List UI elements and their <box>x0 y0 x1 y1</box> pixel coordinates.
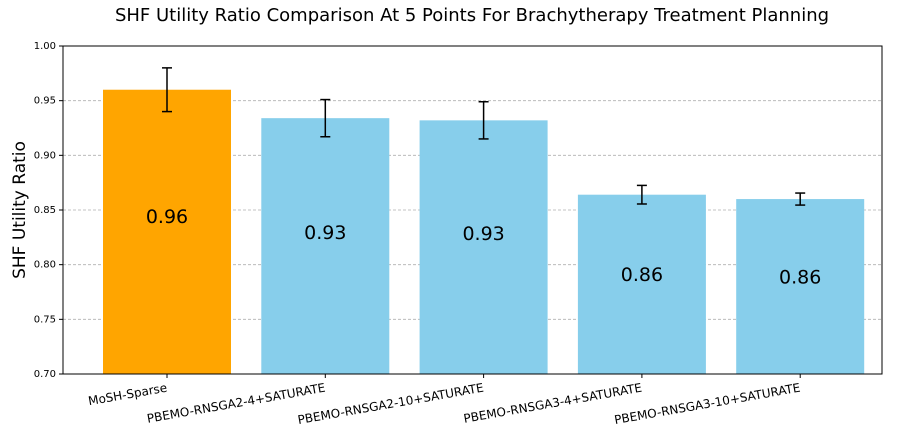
bar <box>261 118 390 374</box>
y-tick-label: 0.85 <box>34 205 56 216</box>
y-tick-label: 0.95 <box>34 96 56 107</box>
bar <box>419 120 548 374</box>
y-tick-label: 0.90 <box>34 150 56 161</box>
chart-title: SHF Utility Ratio Comparison At 5 Points… <box>115 5 829 26</box>
plot-frame <box>62 45 883 375</box>
y-tick-label: 0.80 <box>34 260 56 271</box>
value-label: 0.93 <box>462 223 504 245</box>
value-label: 0.93 <box>304 222 346 244</box>
bar <box>577 194 706 374</box>
y-axis-label: SHF Utility Ratio <box>10 141 30 279</box>
y-tick-label: 0.75 <box>34 314 56 325</box>
value-label: 0.86 <box>779 266 821 288</box>
bar <box>103 89 231 374</box>
value-label: 0.96 <box>146 206 188 228</box>
x-tick-label: MoSH-Sparse <box>87 381 168 409</box>
y-tick-label: 0.70 <box>34 369 56 380</box>
value-label: 0.86 <box>621 264 663 286</box>
y-tick-label: 1.00 <box>34 41 56 52</box>
bar <box>736 199 865 374</box>
